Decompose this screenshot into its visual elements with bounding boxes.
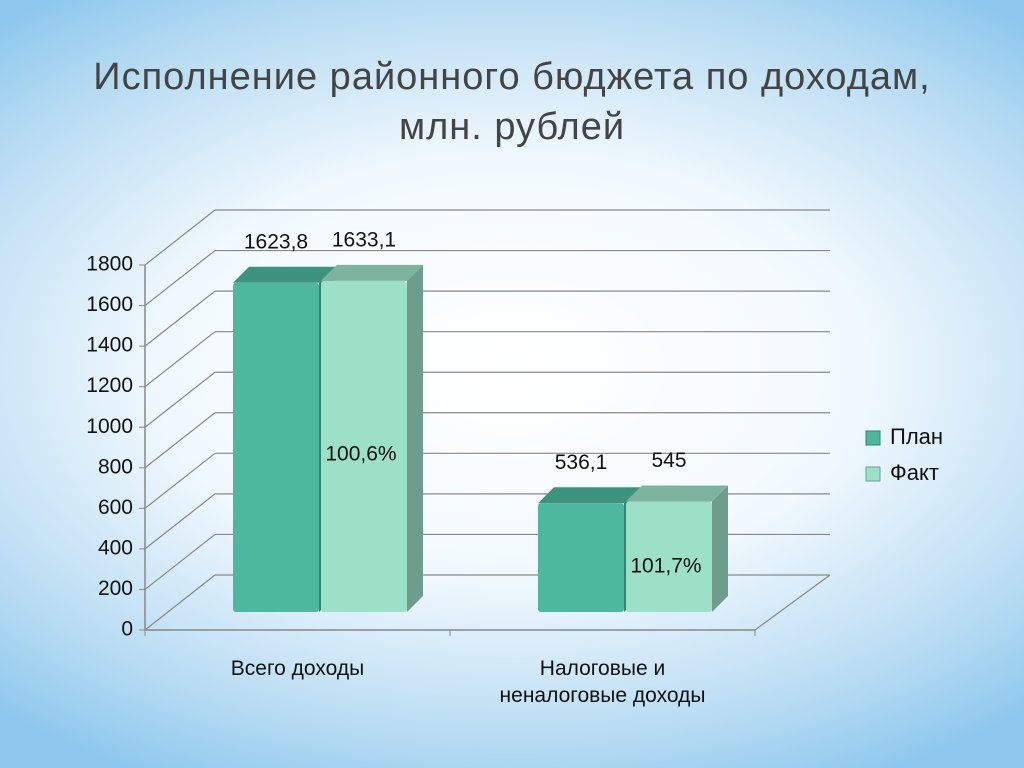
bar [538, 503, 624, 612]
grid-line [144, 452, 216, 509]
grid-line [144, 493, 216, 550]
x-tick-label: Всего доходы [230, 657, 365, 680]
bar-side [712, 485, 728, 612]
value-label: 545 [651, 449, 686, 472]
bar [233, 282, 319, 612]
grid-line [144, 574, 216, 631]
legend-swatch [865, 430, 881, 446]
grid-line [144, 290, 216, 347]
value-label: 1633,1 [332, 228, 396, 251]
y-tick-label: 1600 [86, 293, 133, 316]
bar-top [626, 485, 728, 502]
y-tick-label: 1200 [86, 374, 133, 397]
grid-line [144, 533, 216, 590]
y-tick-label: 1400 [86, 334, 133, 357]
annotation: 101,7% [630, 555, 701, 578]
y-tick-label: 200 [98, 577, 133, 600]
y-tick-label: 1800 [86, 253, 133, 276]
bar [321, 280, 407, 612]
x-tick-label: Налоговые и неналоговые доходы [499, 657, 706, 707]
grid-line [144, 371, 216, 428]
grid-line [144, 250, 216, 307]
legend-label: Факт [890, 460, 939, 485]
bar-top [538, 487, 640, 504]
y-tick-label: 1000 [86, 415, 133, 438]
grid-line [144, 412, 216, 469]
grid-line [144, 331, 216, 388]
bar [626, 501, 712, 612]
floor-line [754, 574, 831, 631]
legend-label: План [890, 424, 943, 449]
chart-title: Исполнение районного бюджета по доходам,… [93, 56, 931, 148]
annotation: 100,6% [325, 443, 396, 466]
value-label: 536,1 [555, 451, 608, 474]
y-tick-label: 600 [98, 496, 133, 519]
value-label: 1623,8 [244, 230, 308, 253]
grid-line [144, 209, 216, 266]
legend-swatch [865, 466, 881, 482]
bar-side [407, 264, 423, 612]
y-tick-label: 400 [98, 536, 133, 559]
bar-top [321, 264, 423, 281]
bar-top [233, 266, 335, 283]
y-tick-label: 0 [121, 618, 133, 641]
y-tick-label: 800 [98, 455, 133, 478]
